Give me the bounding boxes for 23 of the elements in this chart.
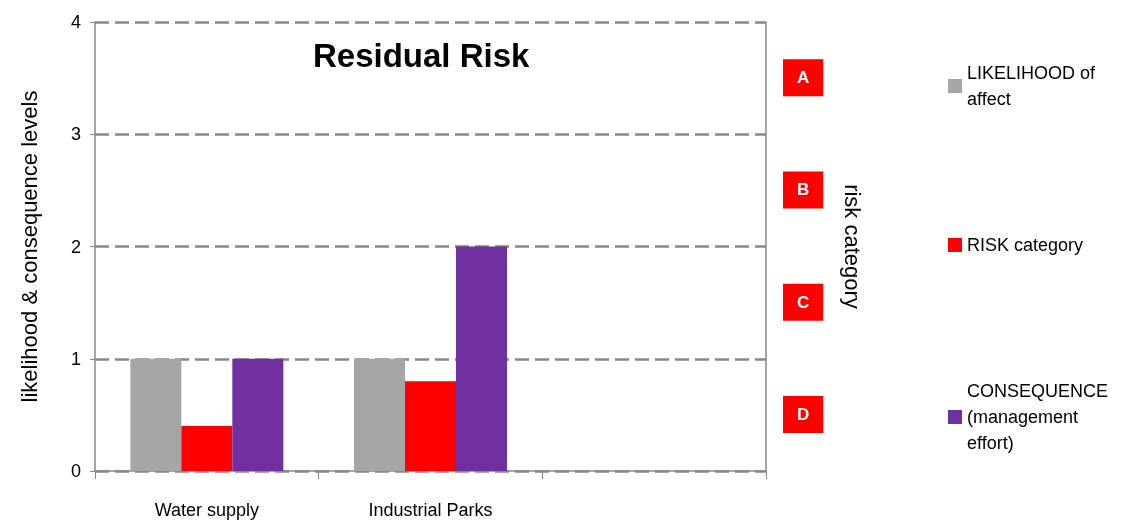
y2-axis-title: risk category	[839, 184, 865, 309]
bar	[354, 358, 405, 471]
y-tick-label: 3	[70, 124, 81, 145]
legend-label: CONSEQUENCE (management effort)	[967, 381, 1114, 453]
legend-label: LIKELIHOOD of affect	[967, 63, 1101, 109]
bar	[456, 246, 507, 471]
text: C	[797, 292, 810, 312]
y-tick-label: 0	[70, 461, 81, 481]
bar	[181, 426, 233, 471]
x-tick-label: Water supply	[154, 500, 260, 520]
text: D	[797, 404, 810, 424]
y-tick-label: 2	[70, 236, 81, 257]
x-tick-label: Industrial Parks	[368, 500, 493, 520]
legend-label: RISK category	[967, 235, 1084, 255]
text: B	[797, 180, 810, 200]
text: A	[797, 68, 810, 88]
y-tick-label: 4	[70, 12, 81, 32]
bar	[130, 358, 182, 471]
bar	[232, 358, 284, 471]
y-tick-label: 1	[70, 348, 81, 369]
text: Residual Risk	[313, 37, 531, 74]
y-axis-title: likelihood & consequence levels	[16, 90, 42, 403]
bar	[405, 381, 456, 471]
